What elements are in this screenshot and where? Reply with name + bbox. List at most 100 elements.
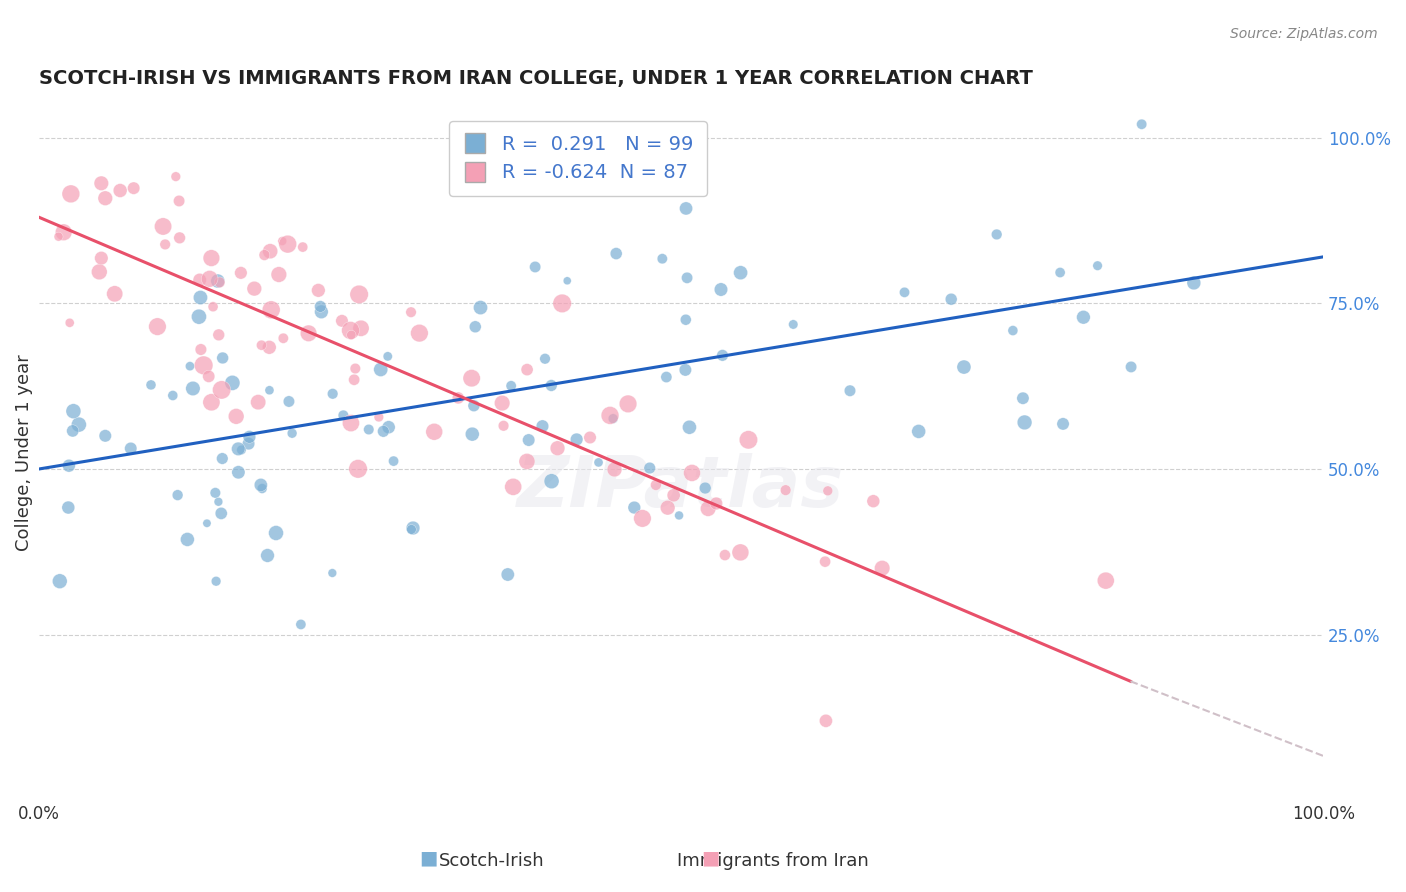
Point [49, 574, 72, 589]
Point [200, 251, 222, 265]
Point [870, 561, 893, 575]
Point [1073, 310, 1095, 325]
Point [662, 488, 685, 502]
Point [524, 260, 547, 274]
Point [893, 285, 915, 300]
Point [470, 301, 492, 315]
Point [377, 350, 399, 364]
Point [565, 433, 588, 447]
Point [638, 461, 661, 475]
Point [986, 227, 1008, 242]
Point [273, 331, 295, 345]
Point [207, 495, 229, 509]
Point [264, 526, 287, 541]
Point [531, 419, 554, 434]
Point [207, 274, 229, 288]
Point [1052, 417, 1074, 431]
Point [205, 574, 228, 589]
Point [447, 391, 470, 405]
Point [775, 483, 797, 497]
Point [399, 305, 422, 319]
Point [491, 396, 513, 410]
Point [547, 441, 569, 455]
Point [370, 362, 392, 376]
Point [343, 373, 366, 387]
Point [238, 436, 260, 450]
Text: ■: ■ [700, 848, 720, 867]
Point [228, 465, 250, 479]
Point [655, 370, 678, 384]
Point [461, 427, 484, 442]
Point [195, 516, 218, 531]
Point [540, 474, 562, 488]
Point [657, 500, 679, 515]
Point [464, 319, 486, 334]
Point [211, 383, 233, 397]
Point [681, 466, 703, 480]
Point [259, 340, 281, 354]
Point [190, 291, 212, 305]
Point [259, 244, 281, 259]
Point [271, 234, 294, 248]
Point [1049, 266, 1071, 280]
Point [814, 555, 837, 569]
Point [551, 296, 574, 310]
Point [48, 229, 70, 244]
Point [602, 411, 624, 425]
Point [617, 397, 640, 411]
Point [67, 417, 90, 432]
Point [339, 323, 361, 337]
Point [377, 420, 399, 434]
Point [243, 282, 266, 296]
Point [651, 252, 673, 266]
Point [704, 496, 727, 510]
Point [309, 300, 332, 314]
Point [782, 318, 804, 332]
Point [588, 455, 610, 469]
Point [153, 237, 176, 252]
Point [367, 410, 389, 425]
Point [188, 273, 211, 287]
Point [226, 442, 249, 456]
Point [250, 478, 273, 492]
Point [311, 305, 333, 319]
Point [225, 409, 247, 424]
Point [322, 386, 344, 401]
Point [208, 276, 231, 290]
Point [297, 326, 319, 341]
Point [208, 327, 231, 342]
Point [839, 384, 862, 398]
Point [401, 523, 423, 537]
Point [516, 362, 538, 376]
Point [373, 425, 395, 439]
Point [941, 292, 963, 306]
Point [162, 388, 184, 402]
Point [714, 548, 737, 562]
Point [89, 265, 111, 279]
Point [579, 430, 602, 444]
Point [94, 429, 117, 443]
Point [668, 508, 690, 523]
Point [200, 395, 222, 409]
Point [90, 251, 112, 265]
Point [1014, 416, 1036, 430]
Point [52, 225, 75, 239]
Point [181, 382, 204, 396]
Point [267, 268, 290, 282]
Point [501, 379, 523, 393]
Point [1087, 259, 1109, 273]
Point [190, 343, 212, 357]
Point [187, 310, 209, 324]
Point [332, 409, 354, 423]
Point [953, 359, 976, 374]
Point [347, 462, 370, 476]
Point [347, 287, 370, 301]
Point [221, 376, 243, 390]
Point [281, 426, 304, 441]
Point [197, 369, 219, 384]
Point [209, 507, 232, 521]
Point [307, 284, 329, 298]
Point [202, 300, 225, 314]
Point [408, 326, 430, 340]
Point [58, 458, 80, 473]
